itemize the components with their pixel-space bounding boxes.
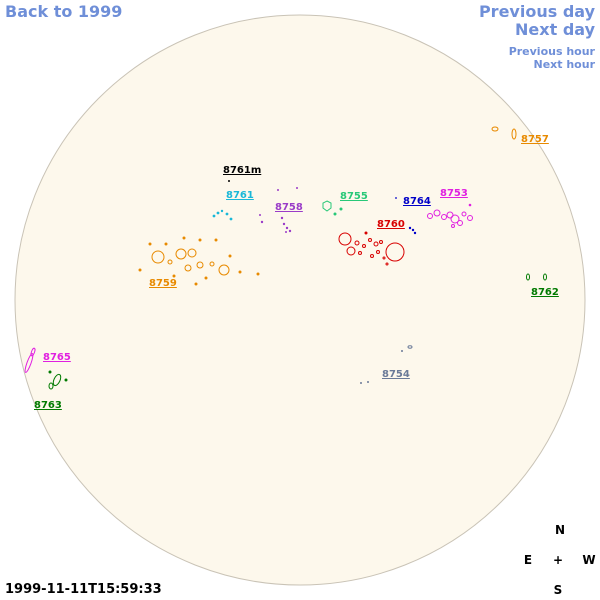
back-to-year-link[interactable]: Back to 1999 [5, 2, 123, 21]
sunspot-group-8760 [338, 231, 405, 266]
region-label-8755[interactable]: 8755 [340, 191, 368, 202]
previous-day-link[interactable]: Previous day [478, 2, 595, 21]
region-label-8758[interactable]: 8758 [275, 202, 303, 213]
region-label-8760[interactable]: 8760 [377, 219, 405, 230]
region-label-8761m[interactable]: 8761m [223, 165, 261, 176]
next-day-link[interactable]: Next day [515, 20, 595, 39]
compass-center: + [552, 553, 564, 567]
sunspot-group-8753 [427, 203, 473, 228]
region-label-8754[interactable]: 8754 [382, 369, 410, 380]
region-label-8764[interactable]: 8764 [403, 196, 431, 207]
region-label-8762[interactable]: 8762 [531, 287, 559, 298]
region-label-8761[interactable]: 8761 [226, 190, 254, 201]
sunspot-group-8754 [360, 345, 413, 384]
sunspot-group-8757 [491, 126, 517, 140]
sunspot-group-8758 [259, 187, 298, 233]
sunspot-group-8765 [24, 347, 36, 373]
sunspot-group-8759 [138, 236, 260, 286]
sunspot-group-8755 [322, 200, 343, 216]
sunspot-group-8764 [395, 197, 417, 235]
region-label-8763[interactable]: 8763 [34, 400, 62, 411]
region-label-8765[interactable]: 8765 [43, 352, 71, 363]
sunspot-group-8763 [48, 370, 68, 390]
compass-south: S [553, 583, 563, 597]
sunspot-group-8761m [228, 180, 230, 182]
compass-west: W [582, 553, 596, 567]
sunspot-group-8762 [526, 273, 547, 281]
observation-timestamp: 1999-11-11T15:59:33 [5, 582, 162, 597]
compass-north: N [554, 523, 566, 537]
solar-disk [14, 14, 586, 586]
previous-hour-link[interactable]: Previous hour [508, 45, 595, 58]
region-label-8759[interactable]: 8759 [149, 278, 177, 289]
next-hour-link[interactable]: Next hour [533, 58, 596, 71]
region-label-8753[interactable]: 8753 [440, 188, 468, 199]
region-label-8757[interactable]: 8757 [521, 134, 549, 145]
sunspot-group-8761 [212, 209, 233, 221]
compass-east: E [523, 553, 533, 567]
